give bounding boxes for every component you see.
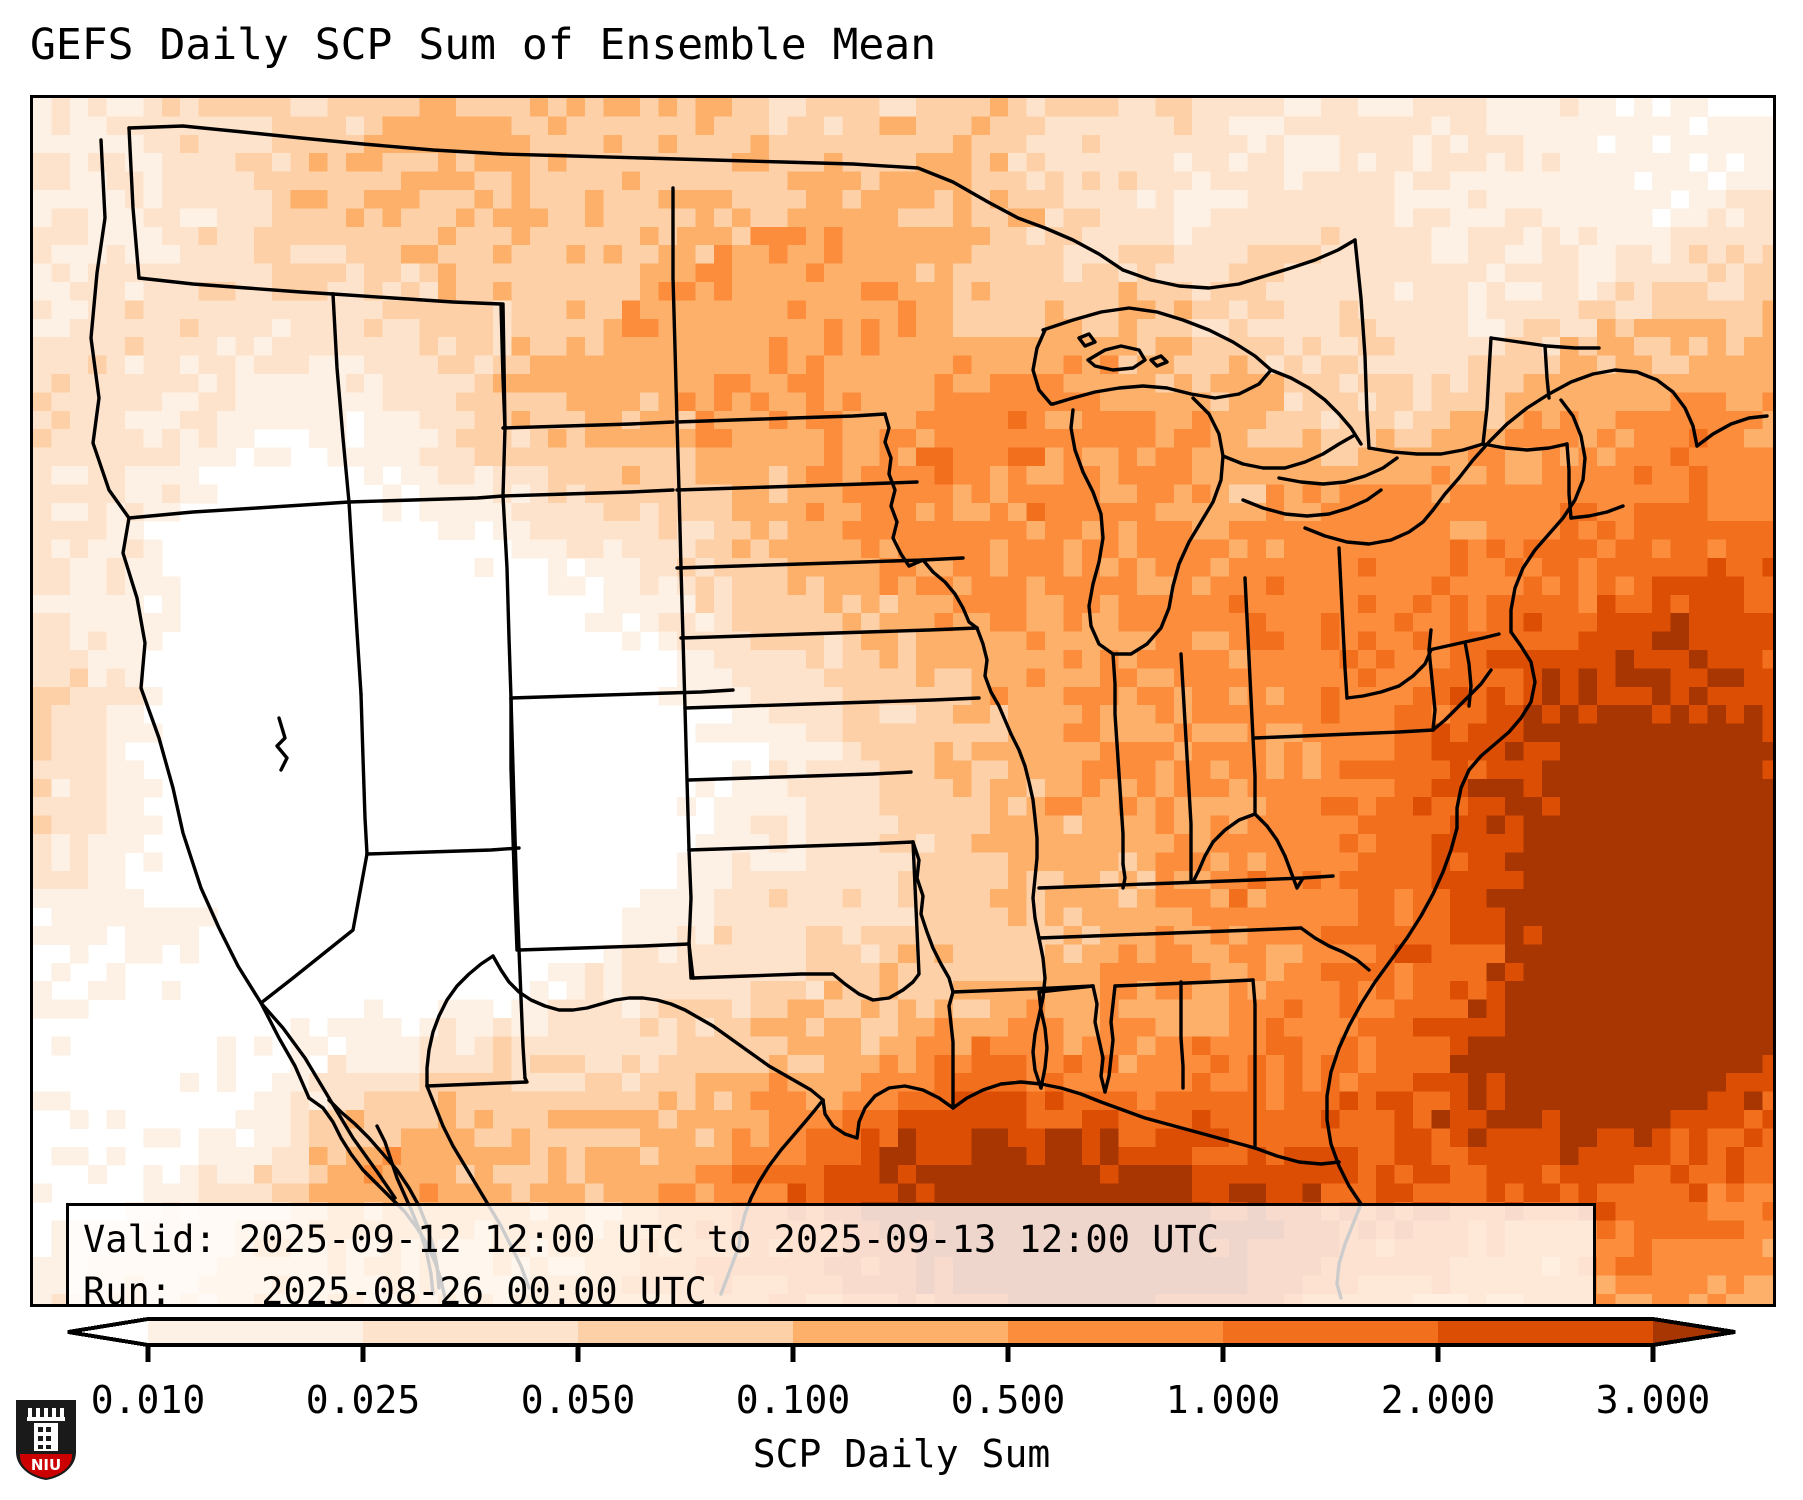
colorbar-axis-label: SCP Daily Sum: [752, 1432, 1051, 1476]
colorbar-tick-label-2: 0.050: [520, 1378, 636, 1422]
colorbar[interactable]: [0, 1315, 1803, 1375]
colorbar-tick-label-6: 2.000: [1380, 1378, 1496, 1422]
niu-logo: NIU: [16, 1400, 76, 1480]
colorbar-tick-label-5: 1.000: [1165, 1378, 1281, 1422]
colorbar-tick-labels: 0.010 0.025 0.050 0.100 0.500 1.000 2.000 3.000: [0, 1378, 1803, 1428]
colorbar-tick-label-7: 3.000: [1595, 1378, 1711, 1422]
annotation-box: Valid: 2025-09-12 12:00 UTC to 2025-09-1…: [66, 1203, 1596, 1307]
colorbar-gradient: [67, 1317, 1736, 1362]
colorbar-tick-label-3: 0.100: [735, 1378, 851, 1422]
colorbar-tick-label-1: 0.025: [305, 1378, 421, 1422]
page-title: GEFS Daily SCP Sum of Ensemble Mean: [30, 20, 937, 70]
colorbar-tick-label-0: 0.010: [90, 1378, 206, 1422]
map-raster: [33, 98, 1773, 1304]
colorbar-tick-label-4: 0.500: [950, 1378, 1066, 1422]
annotation-run-line: Run: 2025-08-26 00:00 UTC: [83, 1270, 707, 1307]
map-panel[interactable]: Valid: 2025-09-12 12:00 UTC to 2025-09-1…: [30, 95, 1776, 1307]
annotation-valid-line: Valid: 2025-09-12 12:00 UTC to 2025-09-1…: [83, 1218, 1220, 1261]
niu-logo-text: NIU: [31, 1456, 61, 1474]
